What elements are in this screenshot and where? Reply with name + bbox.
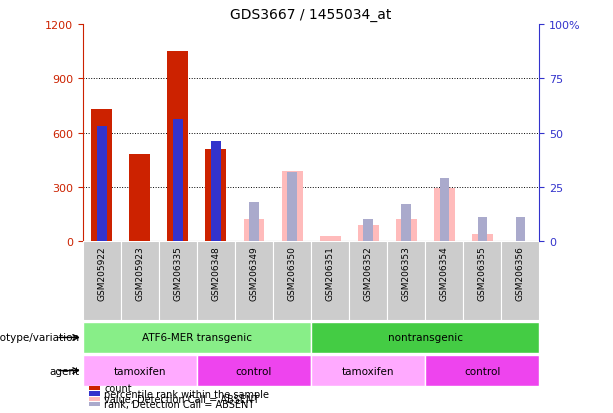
Bar <box>83 322 311 353</box>
Text: GSM206352: GSM206352 <box>364 245 373 300</box>
Bar <box>434 188 455 242</box>
Bar <box>364 220 373 242</box>
Text: GSM206356: GSM206356 <box>516 245 525 300</box>
Bar <box>235 242 273 320</box>
Bar <box>319 237 341 242</box>
Bar <box>281 171 303 242</box>
Text: rank, Detection Call = ABSENT: rank, Detection Call = ABSENT <box>104 399 254 409</box>
Bar <box>516 218 525 242</box>
Bar <box>396 220 417 242</box>
Text: GSM206353: GSM206353 <box>402 245 411 300</box>
Bar <box>358 225 379 242</box>
Text: genotype/variation: genotype/variation <box>0 332 80 343</box>
Title: GDS3667 / 1455034_at: GDS3667 / 1455034_at <box>230 8 392 22</box>
Bar <box>159 242 197 320</box>
Bar <box>197 242 235 320</box>
Bar <box>243 220 264 242</box>
Text: GSM205922: GSM205922 <box>97 245 106 300</box>
Text: control: control <box>236 366 272 376</box>
Text: GSM206349: GSM206349 <box>249 245 259 300</box>
Bar <box>287 172 297 242</box>
Text: value, Detection Call = ABSENT: value, Detection Call = ABSENT <box>104 394 259 404</box>
Text: GSM206354: GSM206354 <box>440 245 449 300</box>
Bar <box>402 205 411 242</box>
Text: count: count <box>104 383 132 393</box>
Text: GSM206335: GSM206335 <box>173 245 183 300</box>
Bar <box>83 355 197 386</box>
Bar <box>97 127 107 242</box>
Bar <box>440 179 449 242</box>
Text: agent: agent <box>50 366 80 376</box>
Bar <box>425 355 539 386</box>
Text: control: control <box>464 366 501 376</box>
Bar <box>425 242 463 320</box>
Bar <box>273 242 311 320</box>
Bar <box>472 235 493 242</box>
Bar <box>197 355 311 386</box>
Text: GSM206350: GSM206350 <box>287 245 297 300</box>
Bar <box>311 322 539 353</box>
Text: GSM206351: GSM206351 <box>326 245 335 300</box>
Bar <box>129 155 150 242</box>
Bar <box>167 52 188 242</box>
Text: GSM206355: GSM206355 <box>478 245 487 300</box>
Bar <box>501 242 539 320</box>
Bar <box>478 218 487 242</box>
Bar <box>211 142 221 242</box>
Text: GSM206348: GSM206348 <box>211 245 221 300</box>
Bar <box>311 242 349 320</box>
Bar <box>387 242 425 320</box>
Text: percentile rank within the sample: percentile rank within the sample <box>104 389 269 399</box>
Text: tamoxifen: tamoxifen <box>342 366 394 376</box>
Text: ATF6-MER transgenic: ATF6-MER transgenic <box>142 332 252 343</box>
Text: tamoxifen: tamoxifen <box>113 366 166 376</box>
Bar <box>349 242 387 320</box>
Bar <box>249 203 259 242</box>
Bar <box>311 355 425 386</box>
Bar <box>83 242 121 320</box>
Bar <box>173 120 183 242</box>
Bar <box>463 242 501 320</box>
Text: GSM205923: GSM205923 <box>135 245 144 300</box>
Text: nontransgenic: nontransgenic <box>388 332 463 343</box>
Bar <box>121 242 159 320</box>
Bar <box>205 150 226 242</box>
Bar <box>91 110 112 242</box>
